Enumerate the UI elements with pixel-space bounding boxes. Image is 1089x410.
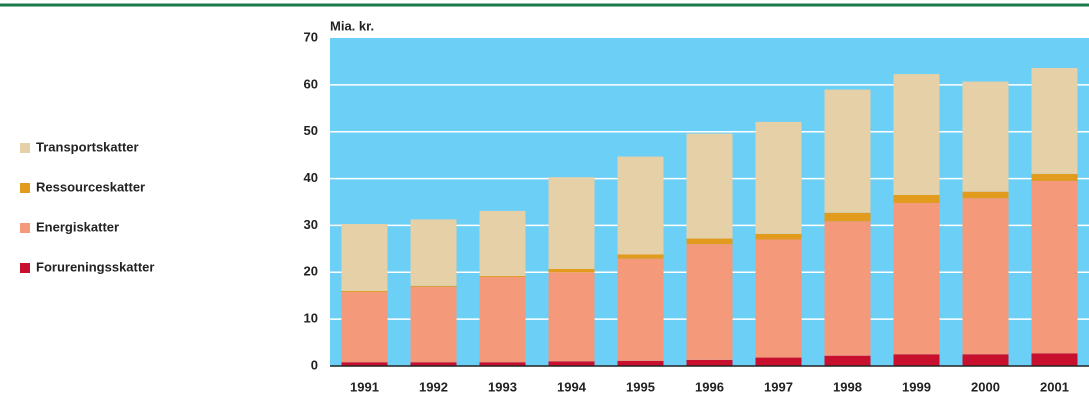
bar-segment bbox=[617, 254, 664, 259]
bar-segment bbox=[1031, 67, 1078, 174]
bar-segment bbox=[410, 362, 457, 366]
y-tick-label: 40 bbox=[304, 170, 318, 185]
legend-label: Ressourceskatter bbox=[36, 179, 145, 194]
x-tick-label: 1993 bbox=[488, 379, 517, 394]
bar-segment bbox=[341, 291, 388, 292]
y-tick-label: 50 bbox=[304, 123, 318, 138]
bar-segment bbox=[962, 81, 1009, 192]
bar-segment bbox=[548, 361, 595, 366]
x-tick-label: 1992 bbox=[419, 379, 448, 394]
y-tick-label: 10 bbox=[304, 311, 318, 326]
y-tick-label: 0 bbox=[311, 357, 318, 372]
bar-segment bbox=[479, 276, 526, 277]
x-tick-label: 1994 bbox=[557, 379, 587, 394]
y-tick-label: 30 bbox=[304, 217, 318, 232]
bar-segment bbox=[824, 355, 871, 366]
bar-segment bbox=[410, 286, 457, 363]
bar-segment bbox=[962, 191, 1009, 199]
x-tick-label: 1999 bbox=[902, 379, 931, 394]
y-axis-label: Mia. kr. bbox=[330, 18, 374, 33]
bar-segment bbox=[893, 354, 940, 366]
y-tick-label: 70 bbox=[304, 29, 318, 44]
bar-segment bbox=[686, 133, 733, 239]
bar-segment bbox=[410, 219, 457, 286]
bar-segment bbox=[410, 285, 457, 287]
bar-segment bbox=[686, 238, 733, 245]
bar-segment bbox=[1031, 180, 1078, 354]
x-tick-label: 1996 bbox=[695, 379, 724, 394]
bar-segment bbox=[962, 354, 1009, 366]
bar-segment bbox=[548, 269, 595, 273]
legend-swatch bbox=[20, 183, 30, 193]
bar-segment bbox=[755, 233, 802, 240]
bar-segment bbox=[341, 224, 388, 292]
bar-segment bbox=[755, 239, 802, 358]
bar-segment bbox=[824, 212, 871, 222]
bar-segment bbox=[617, 258, 664, 361]
bar-segment bbox=[617, 360, 664, 366]
bar-segment bbox=[479, 276, 526, 363]
y-tick-label: 60 bbox=[304, 76, 318, 91]
legend-label: Energiskatter bbox=[36, 219, 119, 234]
legend-swatch bbox=[20, 263, 30, 273]
bar-segment bbox=[962, 198, 1009, 355]
legend-swatch bbox=[20, 223, 30, 233]
bar-segment bbox=[1031, 353, 1078, 366]
bar-segment bbox=[617, 156, 664, 255]
bar-segment bbox=[755, 357, 802, 366]
bar-segment bbox=[341, 362, 388, 366]
bar-segment bbox=[686, 244, 733, 360]
x-tick-label: 1998 bbox=[833, 379, 862, 394]
bar-segment bbox=[824, 89, 871, 213]
bar-segment bbox=[479, 210, 526, 277]
x-tick-label: 1995 bbox=[626, 379, 655, 394]
x-tick-label: 2000 bbox=[971, 379, 1000, 394]
bar-segment bbox=[548, 272, 595, 362]
bar-segment bbox=[686, 359, 733, 366]
legend-label: Forureningsskatter bbox=[36, 259, 154, 274]
bar-segment bbox=[893, 194, 940, 203]
x-tick-label: 1991 bbox=[350, 379, 379, 394]
x-tick-label: 2001 bbox=[1040, 379, 1069, 394]
legend-label: Transportskatter bbox=[36, 139, 139, 154]
y-tick-label: 20 bbox=[304, 264, 318, 279]
bar-segment bbox=[341, 291, 388, 363]
bar-segment bbox=[824, 221, 871, 356]
bar-segment bbox=[893, 202, 940, 355]
bar-segment bbox=[893, 74, 940, 195]
x-tick-label: 1997 bbox=[764, 379, 793, 394]
legend-swatch bbox=[20, 143, 30, 153]
bar-segment bbox=[1031, 173, 1078, 181]
bar-segment bbox=[479, 362, 526, 366]
bar-segment bbox=[755, 121, 802, 234]
bar-segment bbox=[548, 177, 595, 270]
